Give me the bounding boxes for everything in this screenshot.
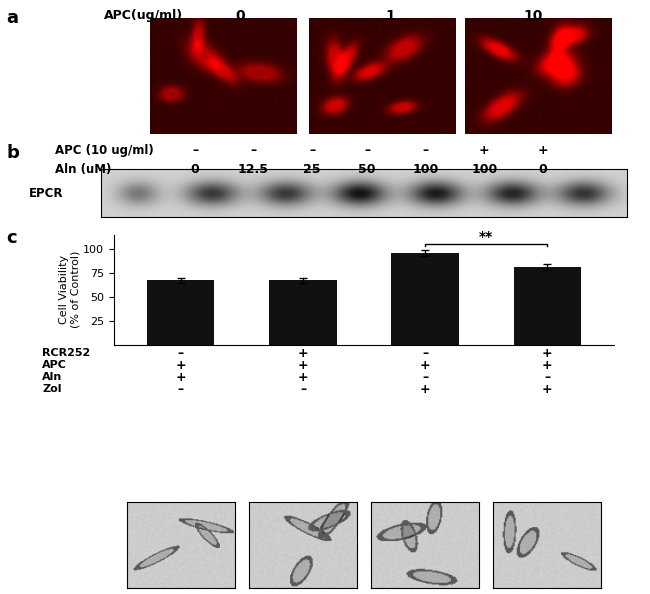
- Text: –: –: [192, 144, 198, 157]
- Text: 12.5: 12.5: [238, 163, 269, 176]
- Bar: [391, 253, 459, 345]
- Text: –: –: [422, 144, 429, 157]
- Text: +: +: [542, 347, 552, 360]
- Text: a: a: [6, 9, 18, 27]
- Text: APC (10 ug/ml): APC (10 ug/ml): [55, 144, 154, 157]
- Text: RCR252: RCR252: [42, 349, 90, 358]
- Text: b: b: [6, 144, 20, 162]
- Text: APC: APC: [42, 361, 67, 370]
- Text: Aln: Aln: [42, 372, 62, 382]
- Text: +: +: [176, 359, 186, 372]
- Text: –: –: [422, 347, 428, 360]
- Text: –: –: [300, 383, 306, 396]
- Text: –: –: [250, 144, 257, 157]
- Text: APC(ug/ml): APC(ug/ml): [104, 9, 183, 22]
- Text: 25: 25: [304, 163, 320, 176]
- Text: 100: 100: [413, 163, 439, 176]
- Text: EPCR: EPCR: [29, 187, 64, 200]
- Text: Zol: Zol: [42, 384, 62, 394]
- Text: –: –: [422, 371, 428, 384]
- Bar: [514, 267, 580, 345]
- Text: 1: 1: [385, 9, 395, 23]
- Text: +: +: [298, 347, 308, 360]
- Text: **: **: [479, 230, 493, 244]
- Text: –: –: [178, 383, 184, 396]
- Text: Aln (uM): Aln (uM): [55, 163, 112, 176]
- Text: +: +: [538, 144, 548, 157]
- Text: c: c: [6, 229, 17, 247]
- Bar: [148, 280, 214, 345]
- Text: 0: 0: [236, 9, 245, 23]
- Text: +: +: [176, 371, 186, 384]
- Text: –: –: [364, 144, 370, 157]
- Text: 10: 10: [523, 9, 543, 23]
- Text: 50: 50: [359, 163, 376, 176]
- Text: +: +: [420, 359, 430, 372]
- Text: 0: 0: [538, 163, 547, 176]
- Y-axis label: Cell Viability
(% of Control): Cell Viability (% of Control): [58, 251, 80, 328]
- Text: 0: 0: [190, 163, 200, 176]
- Text: +: +: [542, 383, 552, 396]
- Bar: [269, 280, 337, 345]
- Text: –: –: [544, 371, 550, 384]
- Text: +: +: [298, 359, 308, 372]
- Text: +: +: [298, 371, 308, 384]
- Text: –: –: [309, 144, 315, 157]
- Text: +: +: [479, 144, 489, 157]
- Text: +: +: [420, 383, 430, 396]
- Text: +: +: [542, 359, 552, 372]
- Text: 100: 100: [471, 163, 497, 176]
- Text: –: –: [178, 347, 184, 360]
